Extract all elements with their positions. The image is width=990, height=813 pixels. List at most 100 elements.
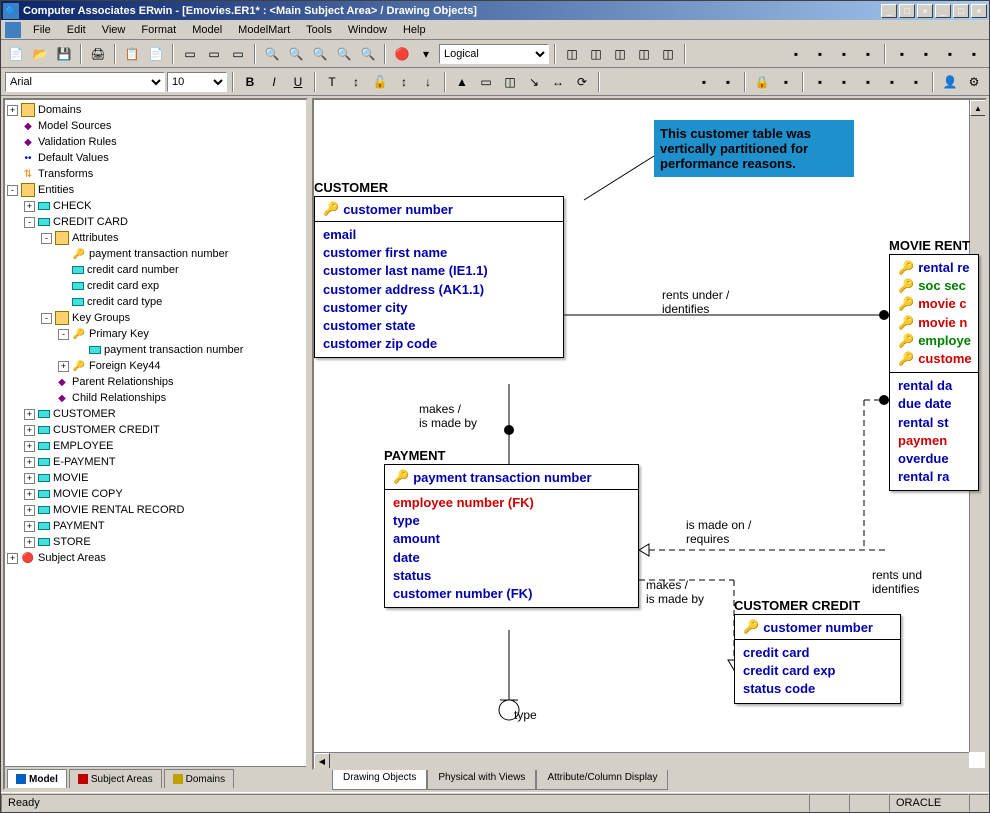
- tb-d2[interactable]: ◫: [585, 43, 607, 65]
- print-button[interactable]: 🖨: [87, 43, 109, 65]
- menu-modelmart[interactable]: ModelMart: [230, 22, 298, 38]
- scroll-left-button[interactable]: ◀: [314, 753, 330, 769]
- tree-item[interactable]: +MOVIE: [7, 470, 304, 486]
- tree-expander[interactable]: +: [24, 201, 35, 212]
- font-size-select[interactable]: 10: [167, 72, 227, 92]
- entity-custcredit[interactable]: 🔑customer numbercredit cardcredit card e…: [734, 614, 901, 704]
- mdi-icon[interactable]: [5, 22, 21, 38]
- tree-item[interactable]: payment transaction number: [7, 342, 304, 358]
- tb-m10[interactable]: 👤: [939, 71, 961, 93]
- tb-m7[interactable]: ▪: [857, 71, 879, 93]
- tree-item[interactable]: +EMPLOYEE: [7, 438, 304, 454]
- menu-view[interactable]: View: [94, 22, 134, 38]
- tb-a7[interactable]: ▪: [939, 43, 961, 65]
- tree-item[interactable]: credit card number: [7, 262, 304, 278]
- entity-customer[interactable]: 🔑customer numberemailcustomer first name…: [314, 196, 564, 358]
- save-button[interactable]: 💾: [53, 43, 75, 65]
- tree-expander[interactable]: +: [24, 409, 35, 420]
- model-type-select[interactable]: Logical: [439, 44, 549, 64]
- tree-item[interactable]: ◆Parent Relationships: [7, 374, 304, 390]
- underline-button[interactable]: U: [287, 71, 309, 93]
- tb-t5[interactable]: ↔: [547, 71, 569, 93]
- tb-a6[interactable]: ▪: [915, 43, 937, 65]
- tree-item[interactable]: -Entities: [7, 182, 304, 198]
- tree-item[interactable]: +STORE: [7, 534, 304, 550]
- horizontal-scrollbar[interactable]: ◀: [314, 752, 969, 768]
- tb-t4[interactable]: ↘: [523, 71, 545, 93]
- tree-item[interactable]: +🔑Foreign Key44: [7, 358, 304, 374]
- menu-help[interactable]: Help: [395, 22, 434, 38]
- tree-item[interactable]: -🔑Primary Key: [7, 326, 304, 342]
- tb-d3[interactable]: ◫: [609, 43, 631, 65]
- tb-a3[interactable]: ▪: [833, 43, 855, 65]
- mdi-maximize-button[interactable]: □: [953, 4, 969, 18]
- menu-window[interactable]: Window: [340, 22, 395, 38]
- tb-t3[interactable]: ◫: [499, 71, 521, 93]
- tree-expander[interactable]: +: [24, 489, 35, 500]
- italic-button[interactable]: I: [263, 71, 285, 93]
- tb-m9[interactable]: ▪: [905, 71, 927, 93]
- tree-expander[interactable]: -: [41, 313, 52, 324]
- tree-expander[interactable]: +: [7, 105, 18, 116]
- tree-body[interactable]: +Domains◆Model Sources◆Validation Rules•…: [5, 100, 306, 766]
- bold-button[interactable]: B: [239, 71, 261, 93]
- tb-a1[interactable]: ▪: [785, 43, 807, 65]
- tree-item[interactable]: +MOVIE RENTAL RECORD: [7, 502, 304, 518]
- tree-expander[interactable]: +: [24, 473, 35, 484]
- tree-item[interactable]: -CREDIT CARD: [7, 214, 304, 230]
- menu-edit[interactable]: Edit: [59, 22, 94, 38]
- tb-m3[interactable]: 🔒: [751, 71, 773, 93]
- tree-expander[interactable]: +: [24, 457, 35, 468]
- menu-format[interactable]: Format: [133, 22, 184, 38]
- tree-expander[interactable]: +: [24, 505, 35, 516]
- tree-item[interactable]: -Attributes: [7, 230, 304, 246]
- new-button[interactable]: 📄: [5, 43, 27, 65]
- tree-item[interactable]: 🔑payment transaction number: [7, 246, 304, 262]
- zoom-100-button[interactable]: 🔍: [333, 43, 355, 65]
- tb-m4[interactable]: ▪: [775, 71, 797, 93]
- tb-t6[interactable]: ⟳: [571, 71, 593, 93]
- zoom-area-button[interactable]: 🔍: [357, 43, 379, 65]
- tb-drop[interactable]: ▾: [415, 43, 437, 65]
- tree-expander[interactable]: +: [24, 521, 35, 532]
- tree-tab-subject-areas[interactable]: Subject Areas: [69, 769, 162, 788]
- entity-movierent[interactable]: 🔑rental re🔑soc sec🔑movie c🔑movie n🔑emplo…: [889, 254, 979, 491]
- zoom-fit-button[interactable]: 🔍: [309, 43, 331, 65]
- tree-item[interactable]: +E-PAYMENT: [7, 454, 304, 470]
- tree-item[interactable]: +CUSTOMER CREDIT: [7, 422, 304, 438]
- tb-a4[interactable]: ▪: [857, 43, 879, 65]
- tree-item[interactable]: +Domains: [7, 102, 304, 118]
- tb-a8[interactable]: ▪: [963, 43, 985, 65]
- tree-item[interactable]: credit card type: [7, 294, 304, 310]
- zoom-in-button[interactable]: 🔍: [261, 43, 283, 65]
- entity-payment[interactable]: 🔑payment transaction numberemployee numb…: [384, 464, 639, 608]
- tb-f3[interactable]: 🔓: [369, 71, 391, 93]
- menu-tools[interactable]: Tools: [298, 22, 340, 38]
- tb-gen2[interactable]: ▭: [203, 43, 225, 65]
- tree-item[interactable]: ◆Child Relationships: [7, 390, 304, 406]
- tree-item[interactable]: +PAYMENT: [7, 518, 304, 534]
- tree-expander[interactable]: -: [24, 217, 35, 228]
- tree-item[interactable]: +🔴Subject Areas: [7, 550, 304, 566]
- tree-item[interactable]: ⇅Transforms: [7, 166, 304, 182]
- tb-m11[interactable]: ⚙: [963, 71, 985, 93]
- tb-d4[interactable]: ◫: [633, 43, 655, 65]
- menu-file[interactable]: File: [25, 22, 59, 38]
- tree-expander[interactable]: +: [58, 361, 69, 372]
- tb-f2[interactable]: ↕: [345, 71, 367, 93]
- zoom-out-button[interactable]: 🔍: [285, 43, 307, 65]
- canvas-tab-drawing-objects[interactable]: Drawing Objects: [332, 770, 427, 790]
- tb-m8[interactable]: ▪: [881, 71, 903, 93]
- copy-button[interactable]: 📋: [121, 43, 143, 65]
- menu-model[interactable]: Model: [184, 22, 230, 38]
- open-button[interactable]: 📂: [29, 43, 51, 65]
- tb-m1[interactable]: ▪: [693, 71, 715, 93]
- tree-item[interactable]: +CUSTOMER: [7, 406, 304, 422]
- tb-f1[interactable]: T: [321, 71, 343, 93]
- tree-item[interactable]: +CHECK: [7, 198, 304, 214]
- scroll-up-button[interactable]: ▲: [970, 100, 986, 116]
- tree-expander[interactable]: +: [7, 553, 18, 564]
- tree-expander[interactable]: -: [58, 329, 69, 340]
- tb-m2[interactable]: ▪: [717, 71, 739, 93]
- tree-expander[interactable]: +: [24, 441, 35, 452]
